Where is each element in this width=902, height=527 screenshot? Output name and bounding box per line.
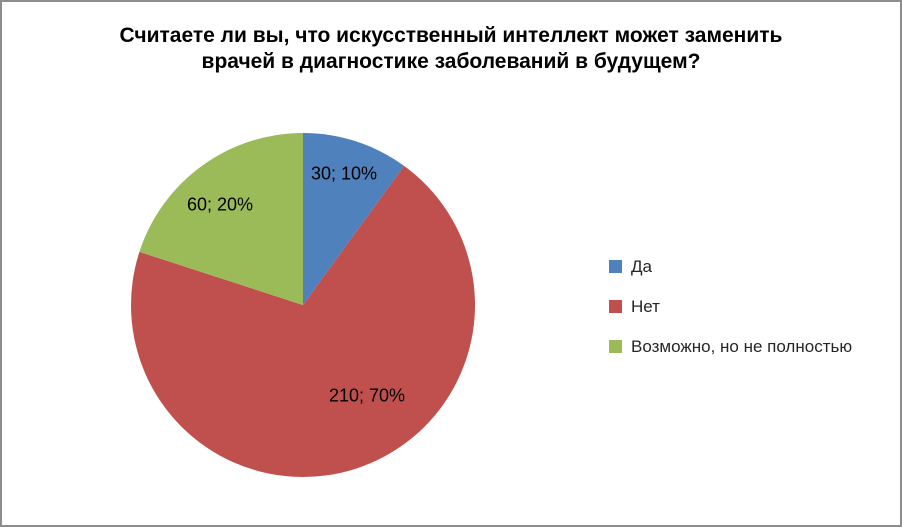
legend-item-maybe: Возможно, но не полностью bbox=[609, 336, 852, 357]
legend-label-no: Нет bbox=[631, 296, 660, 316]
data-label-maybe: 60; 20% bbox=[186, 194, 254, 215]
legend-label-maybe: Возможно, но не полностью bbox=[631, 336, 853, 356]
legend-item-yes: Да bbox=[609, 256, 852, 277]
legend-swatch-yes bbox=[609, 260, 622, 273]
legend-swatch-no bbox=[609, 300, 622, 313]
pie-slice-yes bbox=[303, 133, 405, 305]
chart-title: Считаете ли вы, что искусственный интелл… bbox=[2, 23, 900, 75]
chart-title-line1: Считаете ли вы, что искусственный интелл… bbox=[119, 24, 783, 47]
data-label-yes: 30; 10% bbox=[310, 163, 378, 184]
data-label-no: 210; 70% bbox=[328, 385, 406, 406]
legend-label-yes: Да bbox=[631, 256, 652, 276]
legend-item-no: Нет bbox=[609, 296, 852, 317]
legend: Да Нет Возможно, но не полностью bbox=[609, 256, 852, 357]
legend-swatch-maybe bbox=[609, 340, 622, 353]
chart-title-line2: врачей в диагностике заболеваний в будущ… bbox=[201, 50, 701, 73]
pie-slice-no bbox=[131, 165, 476, 478]
pie-slice-maybe bbox=[139, 133, 303, 305]
